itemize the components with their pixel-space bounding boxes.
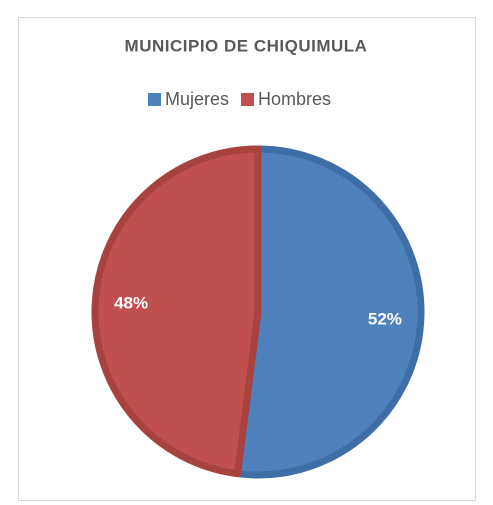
legend-label: Mujeres [165,89,229,109]
pie-slice [91,145,262,478]
legend-swatch [241,93,255,106]
data-label: 48% [114,294,148,313]
pie-slice [234,145,425,479]
legend-label: Hombres [258,89,331,109]
legend-swatch [148,93,161,106]
data-label: 52% [368,309,402,328]
chart-title: MUNICIPIO DE CHIQUIMULA [125,36,368,55]
